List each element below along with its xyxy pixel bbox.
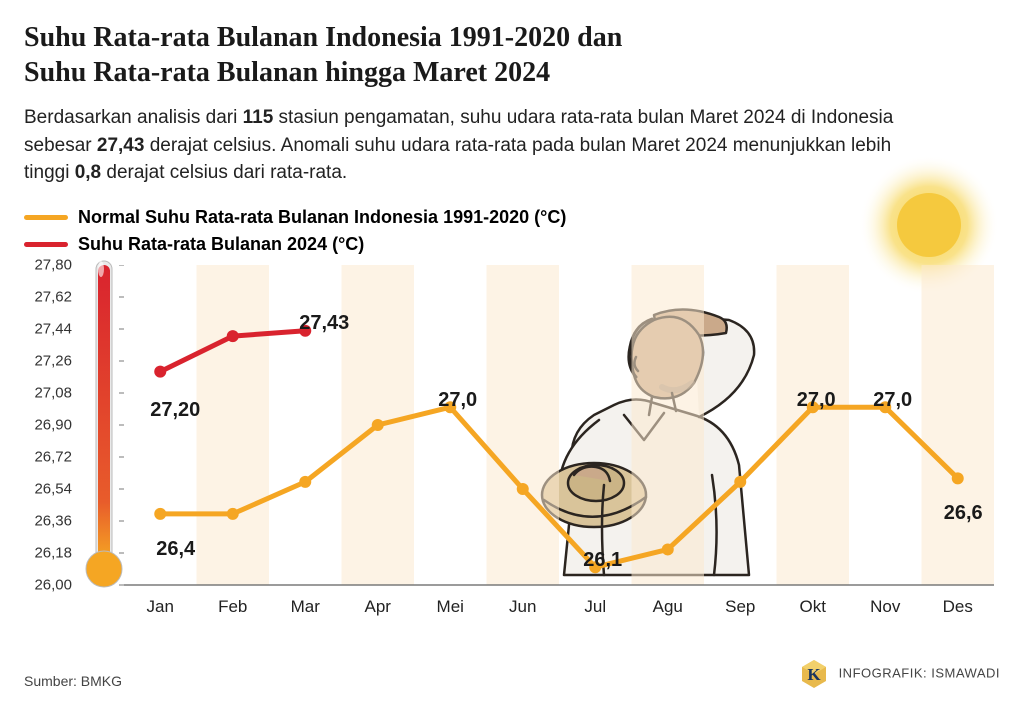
legend-label-2024: Suhu Rata-rata Bulanan 2024 (°C) xyxy=(78,234,364,255)
x-tick-label: Jun xyxy=(487,597,560,617)
data-point-label: 27,43 xyxy=(299,312,349,335)
x-tick-label: Agu xyxy=(632,597,705,617)
chart-area: 26,0026,1826,3626,5426,7226,9027,0827,26… xyxy=(24,265,1000,645)
data-point-label: 26,6 xyxy=(944,502,983,525)
x-tick-label: Apr xyxy=(342,597,415,617)
data-point-label: 27,0 xyxy=(797,389,836,412)
title-line1: Suhu Rata-rata Bulanan Indonesia 1991-20… xyxy=(24,22,622,53)
data-point-label: 26,4 xyxy=(156,538,195,561)
title-line2: Suhu Rata-rata Bulanan hingga Maret 2024 xyxy=(24,57,550,88)
x-tick-label: Okt xyxy=(777,597,850,617)
legend-swatch-normal xyxy=(24,215,68,220)
x-tick-label: Sep xyxy=(704,597,777,617)
credit: K INFOGRAFIK: ISMAWADI xyxy=(799,659,1000,689)
svg-text:K: K xyxy=(807,665,821,684)
data-point-label: 27,0 xyxy=(873,389,912,412)
publisher-logo-icon: K xyxy=(799,659,829,689)
x-tick-label: Nov xyxy=(849,597,922,617)
data-point-label: 27,0 xyxy=(438,389,477,412)
source-label: Sumber: BMKG xyxy=(24,673,122,689)
chart-title: Suhu Rata-rata Bulanan Indonesia 1991-20… xyxy=(24,20,1000,90)
x-tick-label: Des xyxy=(922,597,995,617)
credit-text: INFOGRAFIK: ISMAWADI xyxy=(839,666,1000,681)
x-tick-label: Feb xyxy=(197,597,270,617)
data-point-label: 27,20 xyxy=(150,399,200,422)
line-chart xyxy=(24,265,1000,625)
legend-label-normal: Normal Suhu Rata-rata Bulanan Indonesia … xyxy=(78,207,566,228)
x-tick-label: Jul xyxy=(559,597,632,617)
legend-swatch-2024 xyxy=(24,242,68,247)
subtitle: Berdasarkan analisis dari 115 stasiun pe… xyxy=(24,104,924,187)
x-tick-label: Mei xyxy=(414,597,487,617)
footer: Sumber: BMKG K INFOGRAFIK: ISMAWADI xyxy=(24,659,1000,689)
data-point-label: 26,1 xyxy=(583,549,622,572)
x-tick-label: Jan xyxy=(124,597,197,617)
x-tick-label: Mar xyxy=(269,597,342,617)
x-axis-labels: JanFebMarAprMeiJunJulAguSepOktNovDes xyxy=(124,597,994,617)
